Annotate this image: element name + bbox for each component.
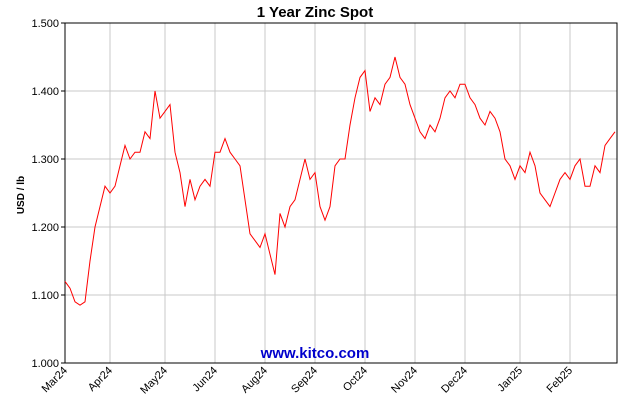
y-tick-label: 1.300 (31, 154, 59, 166)
watermark: www.kitco.com (260, 345, 370, 362)
x-tick-label: Dec24 (439, 365, 470, 396)
y-tick-label: 1.000 (31, 358, 59, 370)
x-tick-label: Jan25 (495, 365, 525, 395)
plot-frame (64, 22, 618, 364)
y-tick-label: 1.500 (31, 18, 59, 30)
y-tick-label: 1.200 (31, 222, 59, 234)
y-tick-label: 1.400 (31, 86, 59, 98)
y-tick-label: 1.100 (31, 290, 59, 302)
x-tick-label: Jun24 (190, 365, 220, 395)
x-tick-label: Feb25 (545, 365, 576, 396)
x-tick-label: Nov24 (389, 365, 420, 396)
x-tick-label: Aug24 (239, 365, 270, 396)
x-tick-label: Oct24 (341, 365, 370, 394)
y-axis-label: USD / lb (16, 176, 27, 214)
chart-title: 1 Year Zinc Spot (257, 4, 373, 21)
x-tick-label: May24 (138, 365, 170, 397)
x-tick-label: Apr24 (86, 365, 115, 394)
series-line (64, 56, 616, 306)
x-tick-label: Sep24 (289, 365, 320, 396)
